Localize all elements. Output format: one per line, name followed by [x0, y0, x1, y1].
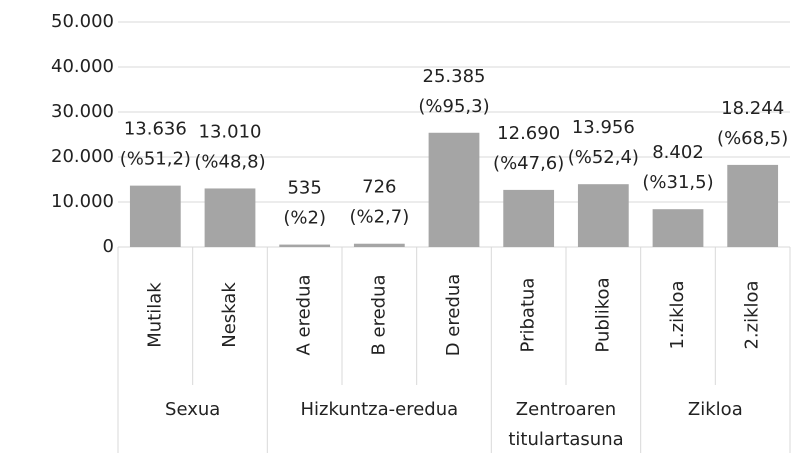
value-label: (%2,7)	[349, 207, 409, 228]
value-label: 12.690	[497, 123, 560, 144]
bar	[577, 184, 629, 247]
value-label: 13.636	[124, 119, 187, 140]
bar	[727, 164, 779, 247]
x-tick-label: B eredua	[368, 274, 389, 355]
group-label: Zentroaren	[516, 399, 616, 420]
value-label: (%52,4)	[568, 147, 639, 168]
y-tick-label: 0	[103, 236, 114, 257]
bar	[428, 132, 480, 247]
group-label: Zikloa	[688, 399, 743, 420]
x-tick-label: 1.zikloa	[667, 280, 688, 349]
x-tick-label: Neskak	[219, 282, 240, 348]
value-label: (%68,5)	[717, 128, 788, 149]
value-label: 535	[287, 178, 321, 199]
value-label: (%51,2)	[120, 149, 191, 170]
bar	[353, 243, 405, 247]
bar	[503, 189, 555, 247]
x-tick-label: Pribatua	[518, 278, 539, 353]
x-tick-label: A eredua	[294, 274, 315, 355]
value-label: (%2)	[283, 208, 326, 229]
y-tick-label: 50.000	[51, 11, 114, 32]
value-label: 25.385	[423, 66, 486, 87]
value-label: 18.244	[721, 98, 784, 119]
bar	[652, 209, 704, 247]
bar	[279, 244, 331, 247]
bar	[129, 185, 181, 247]
y-tick-label: 10.000	[51, 191, 114, 212]
value-label: 13.010	[199, 121, 262, 142]
group-label: Sexua	[165, 399, 220, 420]
group-label: titulartasuna	[508, 429, 623, 450]
x-tick-label: D eredua	[443, 274, 464, 357]
y-tick-label: 20.000	[51, 146, 114, 167]
group-label: Hizkuntza-eredua	[300, 399, 458, 420]
x-tick-label: 2.zikloa	[742, 280, 763, 349]
value-label: 13.956	[572, 117, 635, 138]
value-label: (%31,5)	[642, 172, 713, 193]
value-label: (%47,6)	[493, 153, 564, 174]
bar	[204, 188, 256, 247]
value-label: 8.402	[652, 142, 704, 163]
value-label: 726	[362, 177, 396, 198]
x-tick-label: Mutilak	[144, 282, 165, 348]
x-tick-label: Publikoa	[592, 277, 613, 352]
y-tick-label: 40.000	[51, 56, 114, 77]
value-label: (%48,8)	[194, 151, 265, 172]
value-label: (%95,3)	[418, 96, 489, 117]
y-tick-label: 30.000	[51, 101, 114, 122]
